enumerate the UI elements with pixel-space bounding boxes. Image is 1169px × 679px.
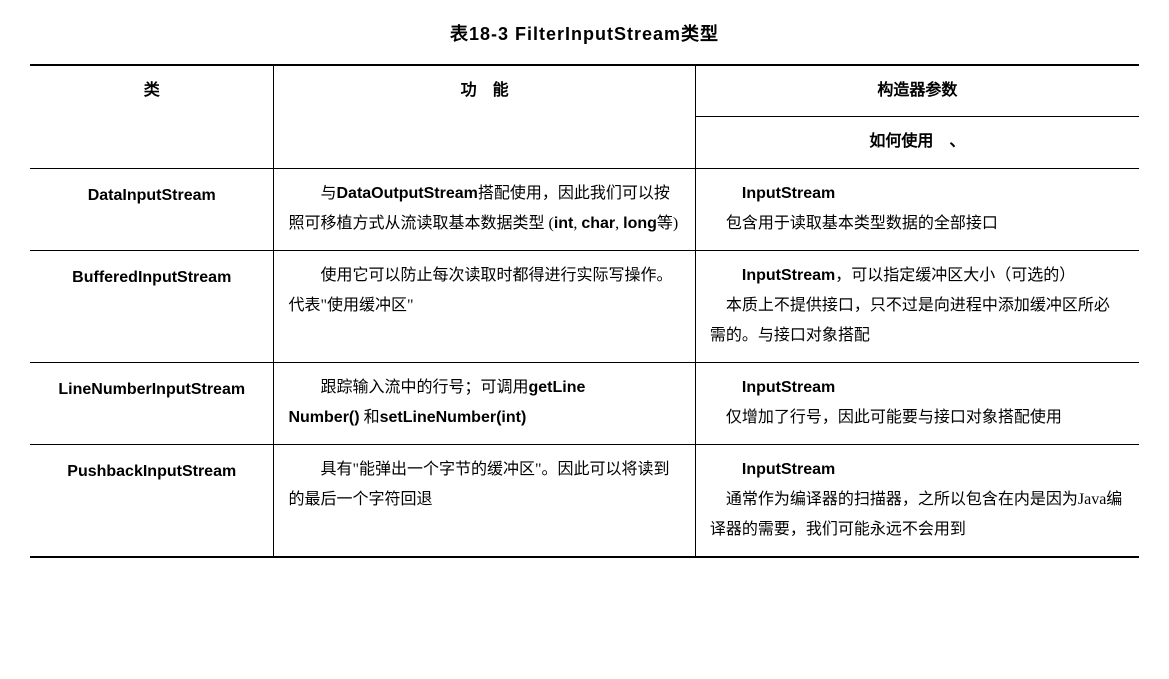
cell-class: BufferedInputStream xyxy=(30,250,274,362)
cell-function: 具有"能弹出一个字节的缓冲区"。因此可以将读到的最后一个字符回退 xyxy=(274,444,695,557)
table-row: DataInputStream与DataOutputStream搭配使用，因此我… xyxy=(30,168,1139,250)
cell-class: LineNumberInputStream xyxy=(30,362,274,444)
cell-function: 跟踪输入流中的行号；可调用getLineNumber() 和setLineNum… xyxy=(274,362,695,444)
header-class: 类 xyxy=(30,65,274,168)
cell-usage: InputStream 通常作为编译器的扫描器，之所以包含在内是因为Java编译… xyxy=(695,444,1139,557)
cell-usage: InputStream 包含用于读取基本类型数据的全部接口 xyxy=(695,168,1139,250)
table-row: BufferedInputStream使用它可以防止每次读取时都得进行实际写操作… xyxy=(30,250,1139,362)
cell-class: PushbackInputStream xyxy=(30,444,274,557)
filter-inputstream-table: 类 功 能 构造器参数 如何使用 、 DataInputStream与DataO… xyxy=(30,64,1139,558)
cell-function: 与DataOutputStream搭配使用，因此我们可以按照可移植方式从流读取基… xyxy=(274,168,695,250)
cell-usage: InputStream，可以指定缓冲区大小（可选的） 本质上不提供接口，只不过是… xyxy=(695,250,1139,362)
cell-function: 使用它可以防止每次读取时都得进行实际写操作。代表"使用缓冲区" xyxy=(274,250,695,362)
header-function: 功 能 xyxy=(274,65,695,168)
cell-usage: InputStream 仅增加了行号，因此可能要与接口对象搭配使用 xyxy=(695,362,1139,444)
table-row: PushbackInputStream具有"能弹出一个字节的缓冲区"。因此可以将… xyxy=(30,444,1139,557)
header-constructor: 构造器参数 xyxy=(695,65,1139,117)
header-usage: 如何使用 、 xyxy=(695,117,1139,168)
table-row: LineNumberInputStream跟踪输入流中的行号；可调用getLin… xyxy=(30,362,1139,444)
table-body: DataInputStream与DataOutputStream搭配使用，因此我… xyxy=(30,168,1139,556)
cell-class: DataInputStream xyxy=(30,168,274,250)
table-title: 表18-3 FilterInputStream类型 xyxy=(30,20,1139,46)
